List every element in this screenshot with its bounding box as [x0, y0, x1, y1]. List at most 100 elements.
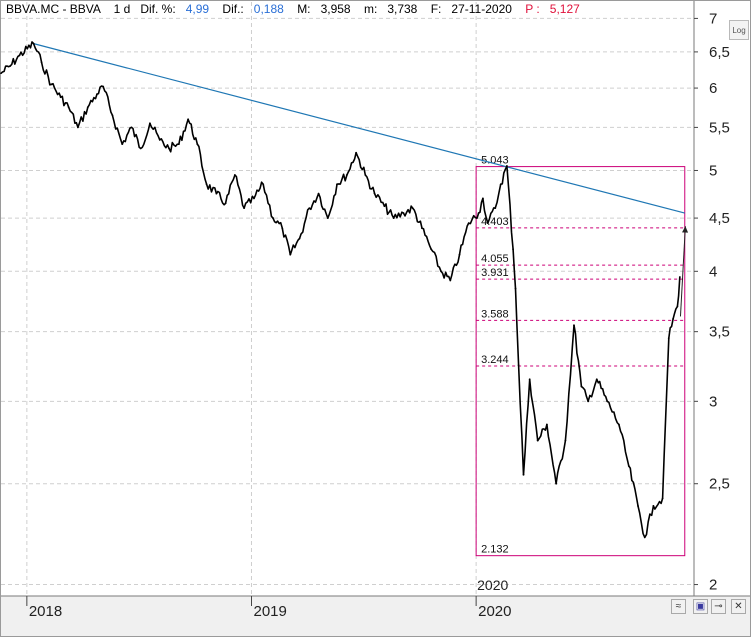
- log-scale-button[interactable]: Log: [729, 20, 749, 40]
- y-tick-label: 5,5: [709, 119, 730, 136]
- price-point: [514, 287, 517, 290]
- price-point: [281, 227, 284, 230]
- price-point: [618, 423, 620, 426]
- fib-level-label: 4.403: [481, 216, 509, 228]
- price-point: [139, 147, 142, 150]
- price-point: [243, 207, 246, 210]
- price-point: [102, 85, 105, 88]
- price-point: [517, 364, 520, 367]
- price-point: [506, 165, 508, 167]
- price-point: [355, 151, 358, 154]
- price-point: [111, 114, 114, 117]
- price-point: [9, 65, 12, 67]
- y-tick-label: 2,5: [709, 476, 730, 493]
- price-point: [233, 174, 236, 176]
- price-point: [467, 222, 470, 225]
- price-point: [272, 217, 274, 219]
- price-point: [177, 143, 180, 146]
- price-point: [573, 324, 575, 327]
- price-label: P :: [525, 2, 540, 16]
- price-point: [637, 505, 639, 507]
- price-point: [308, 207, 311, 210]
- price-point: [149, 122, 151, 125]
- x-tick-label: 2018: [29, 603, 62, 620]
- price-point: [627, 465, 630, 467]
- dif-label: Dif.:: [222, 2, 244, 16]
- price-point: [411, 207, 414, 210]
- price-point: [522, 473, 525, 476]
- price-point: [402, 212, 405, 214]
- chart-header: BBVA.MC - BBVA 1 d Dif. %: 4,99 Dif.: 0,…: [6, 2, 580, 16]
- y-tick-label: 2: [709, 577, 717, 594]
- price-point: [205, 183, 208, 186]
- price-point: [18, 54, 21, 57]
- fib-level-label: 5.043: [481, 155, 509, 167]
- x-tick-label: 2020: [478, 603, 511, 620]
- price-point: [326, 217, 329, 219]
- y-tick-label: 6,5: [709, 44, 730, 61]
- trendline-layer[interactable]: [33, 43, 689, 317]
- max-label: M:: [297, 2, 311, 16]
- price-point: [373, 192, 376, 195]
- price-point: [643, 536, 646, 539]
- fib-level-label: 3.931: [481, 267, 509, 279]
- zoom-icon[interactable]: ≈: [671, 599, 686, 614]
- price-point: [96, 93, 98, 96]
- date-value: 27-11-2020: [451, 2, 512, 16]
- dif-value: 0,188: [253, 2, 284, 16]
- price-point: [580, 385, 583, 388]
- min-value: 3,738: [387, 2, 418, 16]
- dif-pct-value: 4,99: [185, 2, 210, 16]
- price-point: [421, 227, 423, 230]
- forecast-arrow[interactable]: [679, 226, 686, 317]
- price-point: [262, 183, 265, 186]
- fib-level-label: 3.588: [481, 308, 509, 320]
- price-point: [0, 72, 2, 75]
- price-point: [345, 174, 348, 176]
- price-point: [678, 276, 681, 278]
- price-point: [430, 248, 433, 251]
- price-point: [555, 482, 558, 485]
- price-point: [86, 106, 89, 109]
- y-tick-label: 3,5: [709, 324, 730, 341]
- price-axis-area: [694, 1, 750, 596]
- symbol-label: BBVA.MC - BBVA: [6, 2, 101, 16]
- y-tick-label: 3: [709, 393, 717, 410]
- save-icon[interactable]: ▣: [693, 599, 708, 614]
- price-point: [512, 248, 514, 251]
- fib-box[interactable]: [475, 166, 686, 557]
- price-point: [595, 378, 598, 381]
- price-point: [215, 192, 218, 195]
- max-value: 3,958: [320, 2, 351, 16]
- timeframe-label: 1 d: [113, 2, 131, 16]
- price-point: [298, 237, 301, 240]
- price-value: 5,127: [549, 2, 580, 16]
- fib-retracement[interactable]: 5.043 4.403 4.055 3.931 3.588 3.244 2.132: [475, 155, 686, 557]
- price-point: [499, 183, 502, 186]
- price-point: [440, 270, 442, 273]
- price-point: [289, 253, 292, 256]
- fib-level-label: 2.132: [481, 544, 509, 556]
- fib-level-label: 3.244: [481, 354, 509, 366]
- y-tick-label: 4: [709, 263, 717, 280]
- close-icon[interactable]: ✕: [731, 599, 746, 614]
- price-point: [486, 222, 489, 225]
- y-tick-label: 6: [709, 80, 717, 97]
- trendline[interactable]: [33, 43, 685, 214]
- price-point: [317, 192, 320, 195]
- pin-icon[interactable]: ⊸: [711, 599, 726, 614]
- price-point: [67, 106, 70, 109]
- dif-pct-label: Dif. %:: [140, 2, 176, 16]
- date-label: F:: [430, 2, 442, 16]
- price-point: [449, 279, 452, 282]
- price-point: [661, 497, 664, 500]
- price-point: [564, 439, 567, 442]
- price-point: [168, 147, 170, 150]
- price-point: [528, 378, 531, 381]
- price-point: [672, 318, 674, 320]
- price-point: [458, 253, 461, 256]
- price-point: [121, 143, 124, 146]
- price-point: [392, 217, 395, 219]
